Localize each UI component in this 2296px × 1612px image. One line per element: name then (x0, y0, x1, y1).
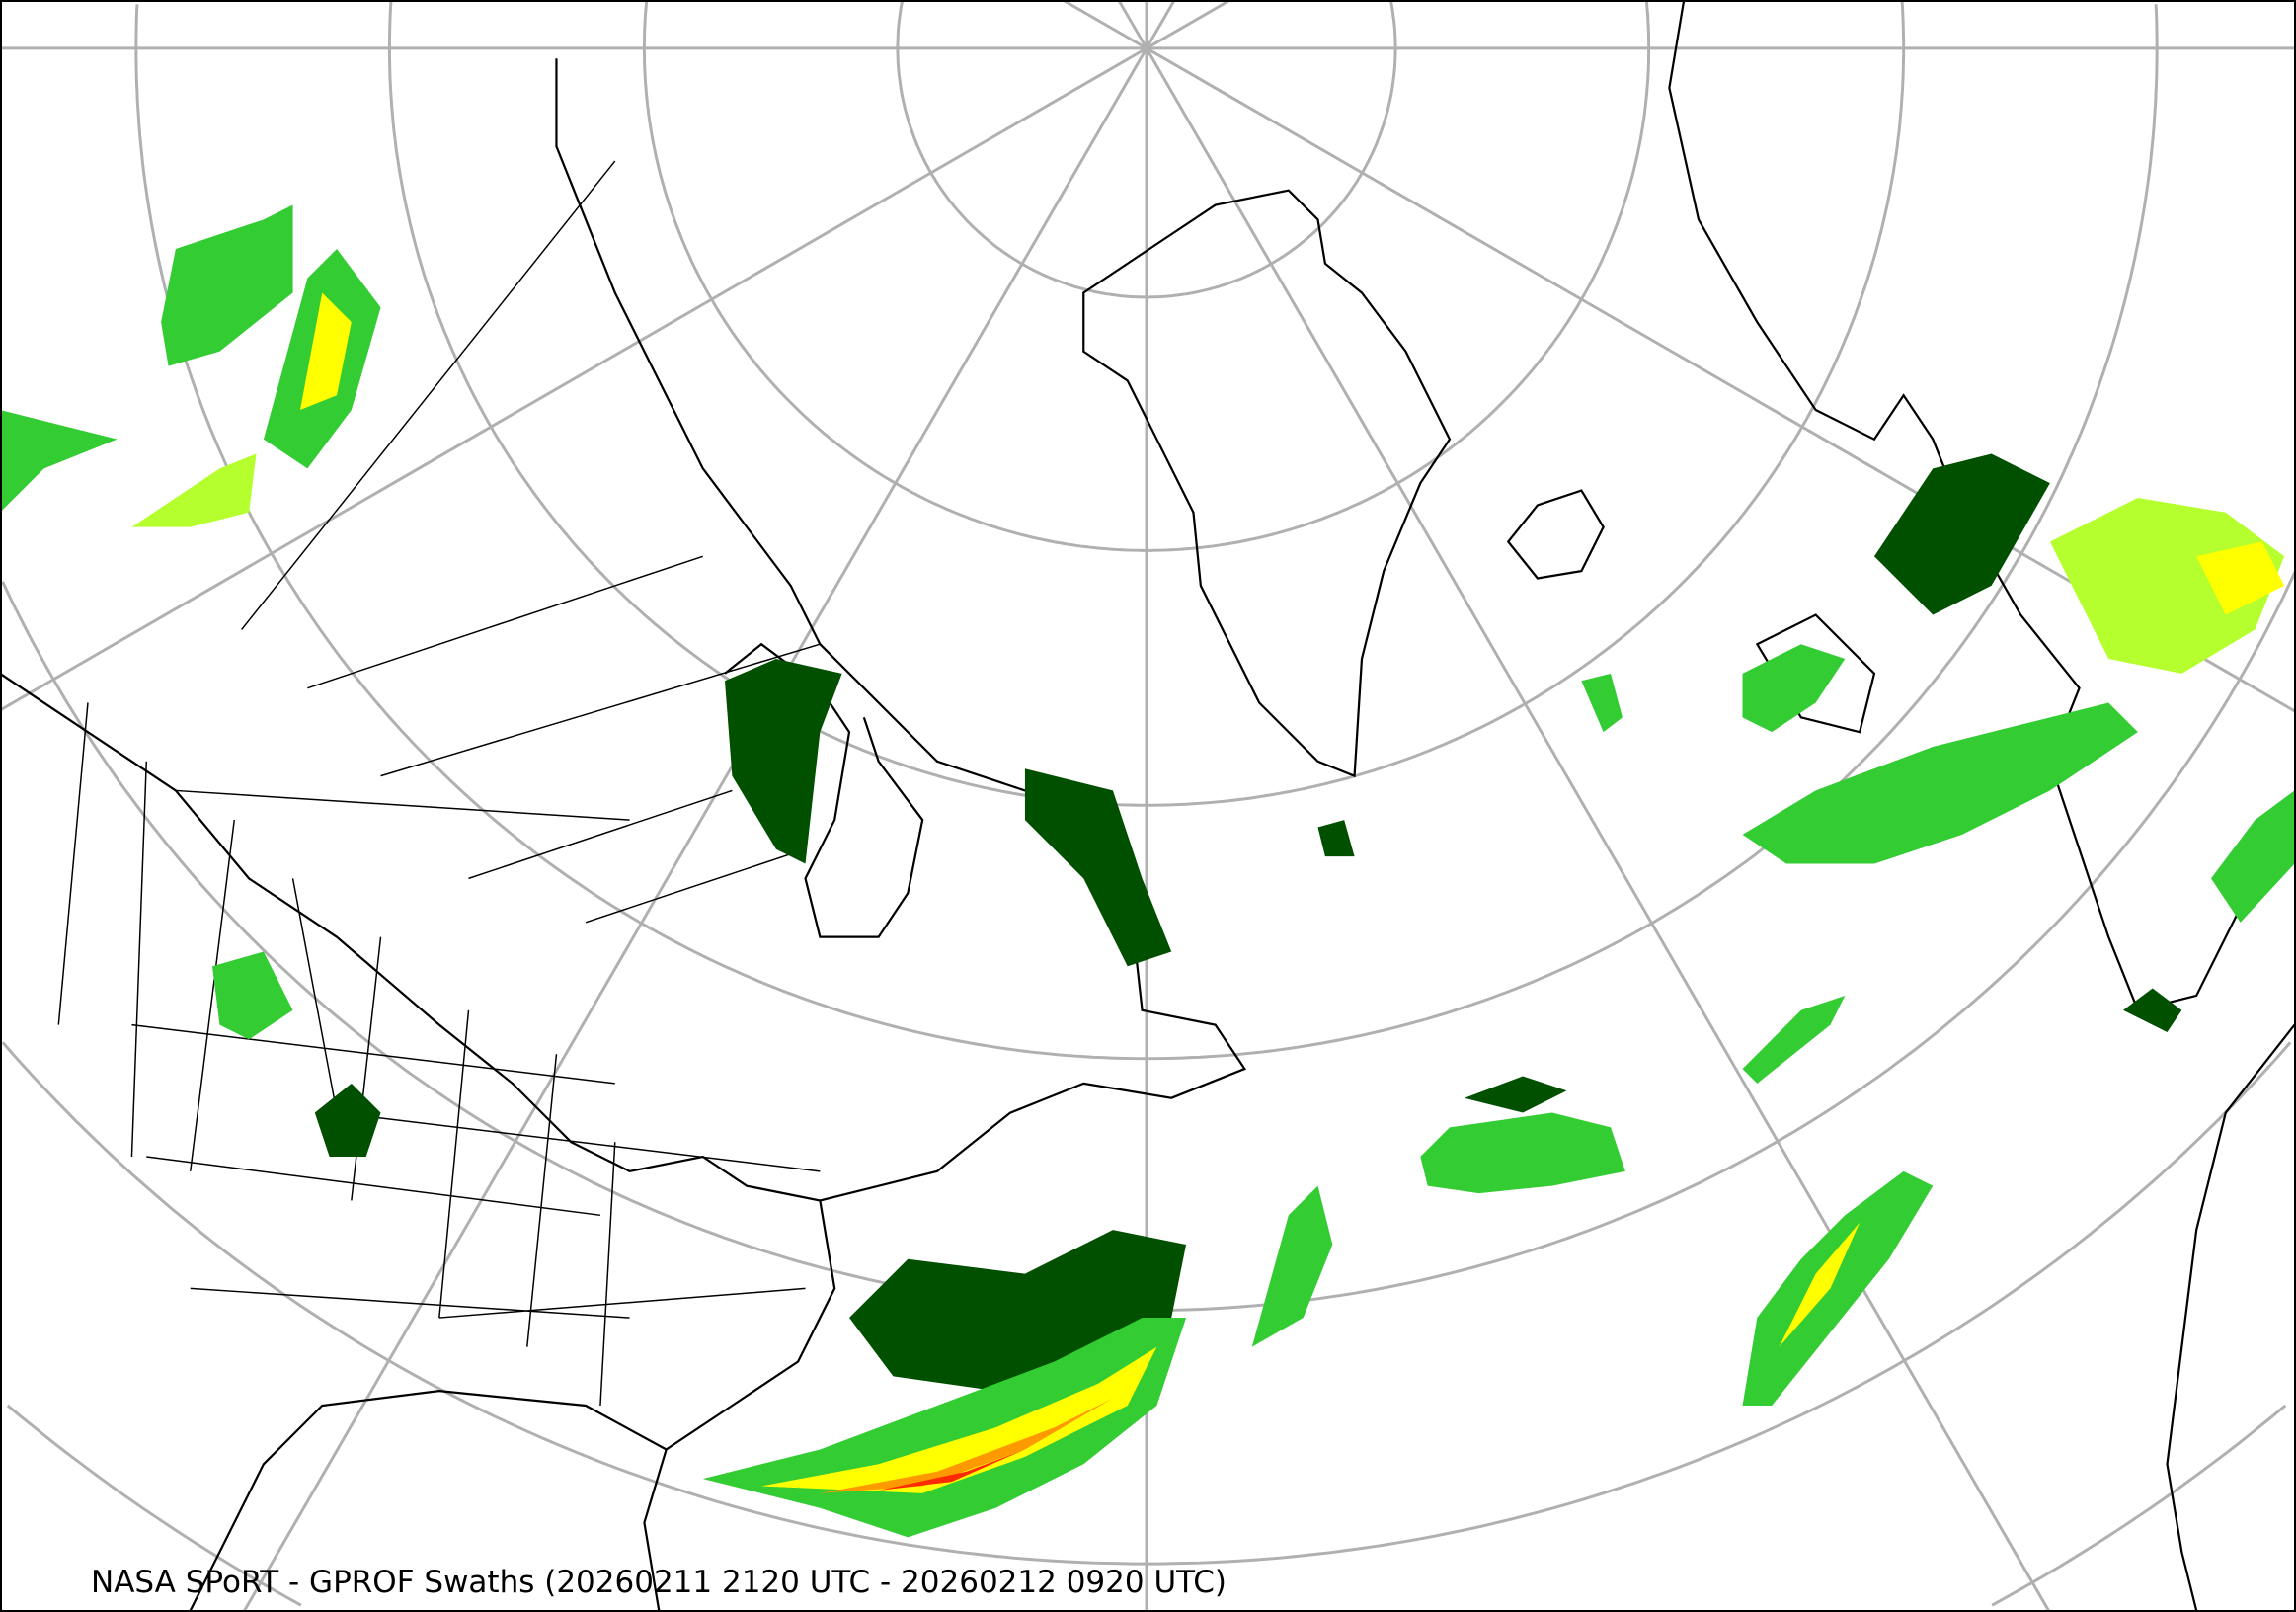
meridian-line (242, 47, 1148, 1612)
precip-area-moderate (1742, 995, 1846, 1084)
latitude-circle (6, 1404, 302, 1607)
precip-area-light (724, 659, 842, 864)
precip-area-moderate-heavy (2049, 497, 2285, 674)
latitude-circle (1900, 1, 1906, 48)
precip-area-light (1873, 453, 2050, 615)
precip-area-moderate (1742, 702, 2138, 864)
precip-area-light (1317, 820, 1355, 857)
greenland-coastline (1082, 189, 1452, 778)
meridian-line (0, 46, 1148, 712)
precip-area-light (314, 1083, 381, 1158)
latitude-circle (387, 1, 1906, 807)
meridian-line (1146, 0, 1231, 50)
latitude-circle (642, 0, 1651, 552)
north-america-coastline (0, 58, 1247, 1612)
meridian-line (1117, 0, 1148, 49)
precip-area-light (1024, 768, 1172, 967)
latitude-circle (1389, 0, 1397, 48)
latitude-circle (1991, 1404, 2287, 1607)
precip-area-moderate (1251, 1185, 1333, 1347)
meridian-line (1062, 0, 1148, 50)
canada-province-borders (241, 160, 821, 924)
precip-area-moderate (2210, 790, 2295, 923)
precip-area-moderate-heavy (131, 453, 257, 527)
precip-area-moderate (1742, 1170, 1934, 1406)
map-caption: NASA SPoRT - GPROF Swaths (20260211 2120… (91, 1565, 1227, 1600)
iceland-coastline (1506, 489, 1605, 580)
africa-coastline (2166, 1023, 2296, 1611)
precip-area-moderate (1581, 673, 1623, 733)
meridian-line (1145, 0, 1176, 49)
latitude-circle (134, 4, 2159, 1061)
precip-area-moderate (1420, 1112, 1625, 1194)
precip-area-heavy (299, 292, 352, 411)
precip-area-heavy (2196, 541, 2285, 615)
latitude-circle (2154, 4, 2159, 48)
precip-area-moderate (1742, 644, 1846, 733)
precip-area-moderate (0, 410, 118, 513)
precip-area-light (2123, 988, 2182, 1033)
precip-area-moderate (212, 951, 293, 1040)
latitude-circle (896, 0, 1397, 299)
precip-area-light (1464, 1076, 1567, 1113)
meridian-line (1145, 47, 2051, 1612)
us-state-borders (57, 702, 821, 1407)
precip-area-moderate (161, 204, 293, 366)
precipitation-swaths (0, 204, 2295, 1538)
precip-area-heavy (1779, 1222, 1861, 1347)
latitude-circle (1644, 0, 1651, 48)
